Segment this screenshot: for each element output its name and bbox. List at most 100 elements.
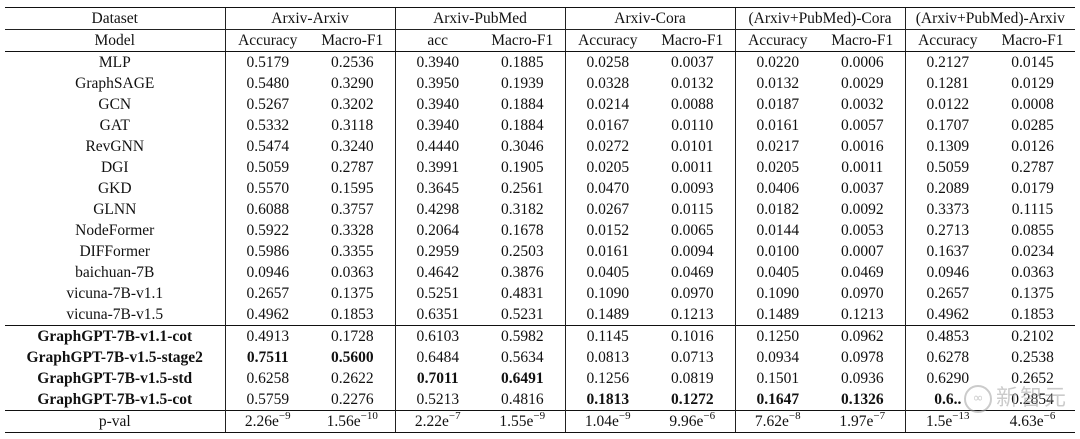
metric-cell: 0.0946 — [904, 262, 991, 283]
metric-cell: 0.4298 — [394, 199, 480, 220]
metric-cell: 0.0093 — [670, 179, 714, 197]
metric-cell: 0.6103 — [394, 325, 480, 347]
metric-cell: 0.0144 — [734, 220, 821, 241]
metric-cell: 0.0129 — [1011, 74, 1054, 92]
watermark: ∞ 新智元 — [963, 380, 1068, 413]
metric-cell: 0.0187 — [734, 94, 821, 115]
metric-cell: 0.0406 — [734, 178, 821, 199]
metric-cell: 0.0363 — [330, 263, 374, 281]
metric-cell: 0.4642 — [394, 262, 480, 283]
metric-cell: 0.4816 — [500, 390, 544, 408]
table-row: GraphGPT-7B-v1.1-cot 0.4913 0.1728 0.6103 0.… — [5, 325, 1076, 347]
metric-cell: 0.5759 — [224, 389, 310, 411]
pval-exponent: −9 — [278, 410, 291, 423]
pval-cell: 9.96e−6 — [650, 410, 736, 433]
metric-cell: 0.3940 — [394, 94, 480, 115]
pval-base: 1.55e — [499, 413, 534, 431]
metric-cell: 0.0205 — [564, 157, 651, 178]
metric-cell: 0.2503 — [500, 242, 544, 260]
metric-cell: 0.0946 — [224, 262, 310, 283]
dataset-header-row: Dataset Arxiv-Arxiv Arxiv-PubMed Arxiv-C… — [5, 7, 1076, 30]
table-row: GCN 0.5267 0.3202 0.3940 0.1884 0.0214 0.0088 0… — [5, 94, 1075, 115]
model-name: GraphGPT-7B-v1.5-cot — [37, 390, 193, 408]
metric-cell: 0.0011 — [841, 158, 884, 176]
metric-cell: 0.0167 — [564, 115, 651, 136]
metric-cell: 0.5474 — [224, 136, 310, 157]
metric-cell: 0.3290 — [330, 74, 374, 92]
metric-cell: 0.0405 — [734, 262, 821, 283]
metric-cell: 0.5213 — [394, 389, 480, 411]
metric-header: Macro-F1 — [820, 29, 906, 52]
pval-exponent: −6 — [1043, 410, 1056, 423]
pval-exponent: −6 — [703, 410, 716, 423]
metric-cell: 0.0092 — [840, 200, 884, 218]
metric-cell: 0.1595 — [330, 179, 374, 197]
metric-header: acc — [394, 29, 480, 52]
pval-cell: 2.26e−9 — [224, 410, 310, 433]
metric-cell: 0.0110 — [671, 116, 714, 134]
metric-cell: 0.3182 — [500, 200, 544, 218]
model-label: Model — [5, 29, 225, 52]
metric-cell: 0.0152 — [564, 220, 651, 241]
pval-base: 2.22e — [414, 413, 449, 431]
metric-cell: 0.0132 — [670, 74, 714, 92]
pval-cell: 1.97e−7 — [820, 410, 906, 433]
metric-cell: 0.3202 — [330, 95, 374, 113]
metric-cell: 0.1647 — [734, 389, 821, 411]
metric-cell: 0.5332 — [224, 115, 310, 136]
pval-exponent: −9 — [618, 410, 631, 423]
dataset-label: Dataset — [5, 7, 225, 30]
metric-cell: 0.1884 — [500, 116, 544, 134]
metric-cell: 0.5922 — [224, 220, 310, 241]
metric-cell: 0.3118 — [331, 116, 374, 134]
metric-cell: 0.0007 — [840, 242, 884, 260]
table-row: GraphGPT-7B-v1.5-stage2 0.7511 0.5600 0.648… — [5, 347, 1075, 368]
table-row: baichuan-7B 0.0946 0.0363 0.4642 0.3876 0.040… — [5, 262, 1075, 283]
metric-cell: 0.5059 — [224, 157, 310, 178]
metric-cell: 0.0258 — [564, 51, 651, 73]
metric-cell: 0.4913 — [224, 325, 310, 347]
metric-cell: 0.3373 — [904, 199, 991, 220]
model-name: GAT — [99, 116, 130, 134]
metric-cell: 0.1213 — [670, 305, 714, 323]
metric-cell: 0.6290 — [904, 368, 991, 389]
metric-cell: 0.0819 — [670, 369, 714, 387]
metric-cell: 0.6351 — [394, 304, 480, 326]
metric-cell: 0.4831 — [500, 284, 544, 302]
metric-cell: 0.1884 — [500, 95, 544, 113]
model-name: vicuna-7B-v1.5 — [66, 305, 164, 323]
metric-cell: 0.5251 — [394, 283, 480, 304]
metric-cell: 0.0936 — [840, 369, 884, 387]
metric-cell: 0.6484 — [394, 347, 480, 368]
pval-row: p-val 2.26e−9 1.56e−10 2.22e−7 1.55e−9 1.04e−… — [5, 410, 1076, 433]
pval-cell: 1.04e−9 — [564, 410, 651, 433]
metric-cell: 0.3950 — [394, 73, 480, 94]
table-row: vicuna-7B-v1.5 0.4962 0.1853 0.6351 0.5231 0.… — [5, 304, 1075, 326]
pval-base: 1.56e — [326, 413, 361, 431]
table-row: NodeFormer 0.5922 0.3328 0.2064 0.1678 0.0152… — [5, 220, 1075, 241]
metric-cell: 0.1326 — [840, 390, 884, 408]
metric-cell: 0.6278 — [904, 347, 991, 368]
metric-cell: 0.0962 — [820, 325, 906, 347]
metric-cell: 0.2787 — [1011, 158, 1054, 176]
table-row: MLP 0.5179 0.2536 0.3940 0.1885 0.0258 0.0037 0… — [5, 51, 1075, 73]
model-name: GraphGPT-7B-v1.5-stage2 — [26, 348, 203, 366]
metric-cell: 0.1501 — [734, 368, 821, 389]
metric-cell: 0.0220 — [734, 51, 821, 73]
metric-cell: 0.0234 — [1011, 242, 1054, 260]
metric-cell: 0.0065 — [670, 221, 714, 239]
metric-cell: 0.0037 — [840, 179, 884, 197]
metric-cell: 0.0122 — [904, 94, 991, 115]
metric-cell: 0.1272 — [670, 390, 714, 408]
metric-cell: 0.1853 — [1011, 305, 1054, 323]
metric-cell: 0.5600 — [330, 348, 374, 366]
pval-exponent: −7 — [448, 410, 461, 423]
metric-cell: 0.2276 — [330, 390, 374, 408]
metric-cell: 0.0469 — [840, 263, 884, 281]
metric-cell: 0.2127 — [904, 51, 991, 73]
pval-cell: 1.55e−9 — [480, 410, 566, 433]
metric-cell: 0.1256 — [564, 368, 651, 389]
model-name: GraphGPT-7B-v1.1-cot — [5, 325, 225, 347]
table-row: GraphGPT-7B-v1.5-std 0.6258 0.2622 0.7011 0.… — [5, 368, 1075, 389]
model-name: GLNN — [93, 200, 137, 218]
